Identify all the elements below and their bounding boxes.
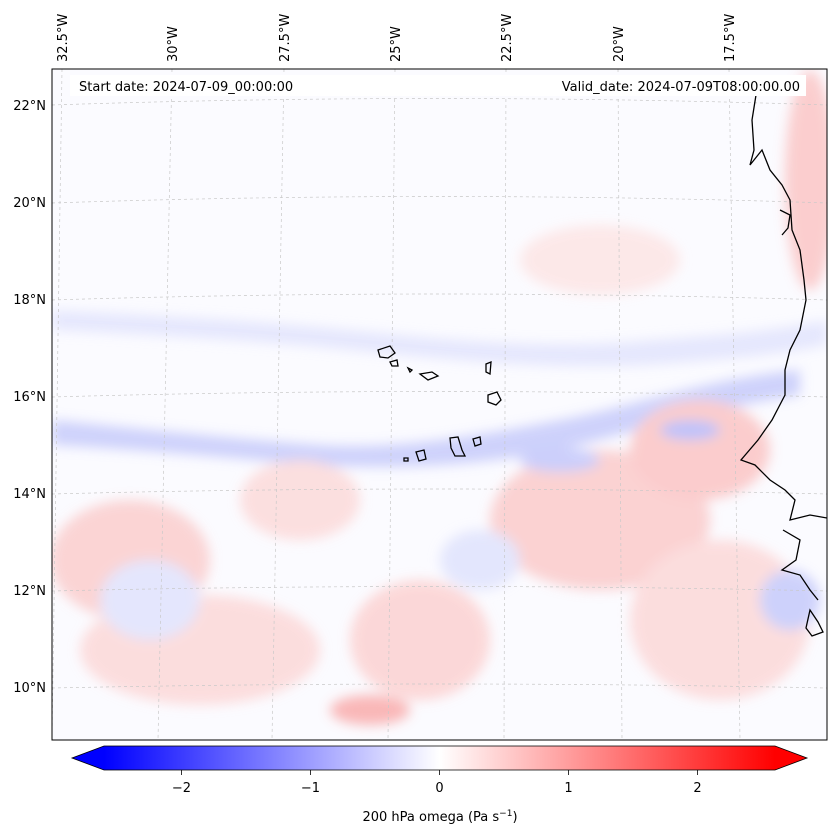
lat-label: 12°N [13,584,46,599]
date-annotation-box [70,75,806,96]
island-santo-antao [377,345,396,359]
lon-label: 20°W [612,26,627,62]
lat-label: 18°N [13,293,46,308]
longitude-labels: 32.5°W 30°W 27.5°W 25°W 22.5°W 20°W 17.5… [56,14,738,62]
lon-label: 32.5°W [56,14,71,62]
lon-label: 30°W [166,26,181,62]
lat-label: 14°N [13,487,46,502]
lon-label: 22.5°W [500,14,515,62]
valid-date-text: Valid_date: 2024-07-09T08:00:00.00 [562,80,800,95]
lat-label: 20°N [13,196,46,211]
colorbar-label: 200 hPa omega (Pa s−1) [362,809,517,825]
start-date-text: Start date: 2024-07-09_00:00:00 [79,80,293,95]
colorbar-gradient [104,746,775,770]
lon-label: 17.5°W [723,14,738,62]
map-frame [51,68,828,741]
colorbar-tick-label: −1 [301,781,320,796]
latitude-labels: 22°N 20°N 18°N 16°N 14°N 12°N 10°N [13,99,46,696]
lon-label: 25°W [389,26,404,62]
colorbar-tick-label: 0 [435,781,443,796]
omega-field [52,69,827,740]
colorbar: −2 −1 0 1 2 200 hPa omega (Pa s−1) [70,745,809,825]
colorbar-tick-label: −2 [172,781,191,796]
coastlines [377,94,827,637]
colorbar-tick-label: 2 [693,781,701,796]
lat-label: 10°N [13,681,46,696]
colorbar-max-extend [775,746,807,770]
colorbar-min-extend [72,746,104,770]
colorbar-ticks: −2 −1 0 1 2 [172,770,702,796]
lat-label: 22°N [13,99,46,114]
lon-label: 27.5°W [278,14,293,62]
colorbar-outline [70,745,809,771]
gridlines [52,69,827,740]
colorbar-tick-label: 1 [564,781,572,796]
lat-label: 16°N [13,390,46,405]
